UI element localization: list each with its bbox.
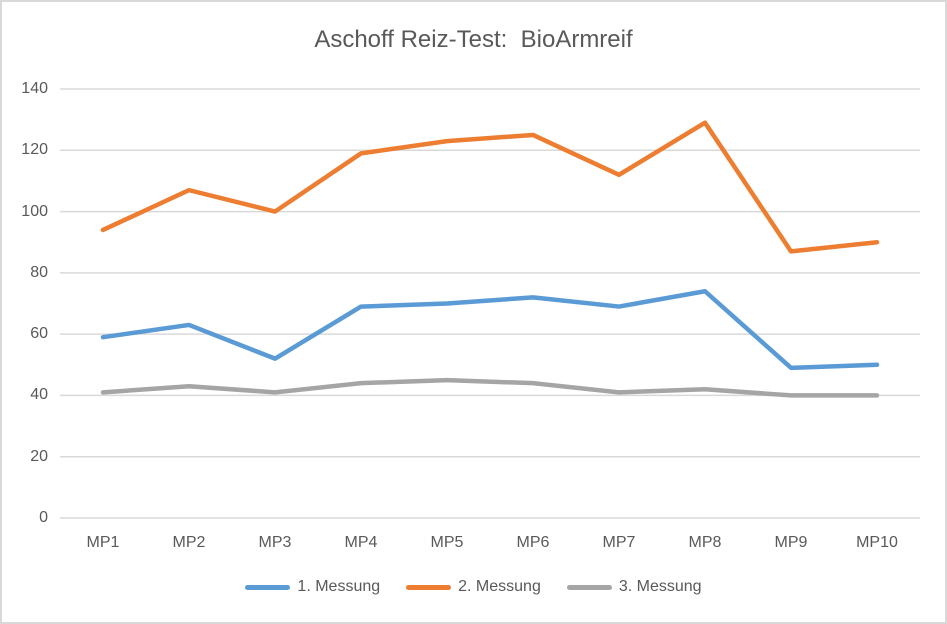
y-axis-tick-label: 140 xyxy=(21,80,48,97)
x-axis-category-label: MP4 xyxy=(344,534,378,551)
y-axis-tick-label: 100 xyxy=(21,202,48,220)
y-axis-tick-label: 60 xyxy=(30,325,48,343)
y-axis-tick-label: 120 xyxy=(21,141,48,159)
y-axis-tick-label: 0 xyxy=(39,509,48,526)
x-axis-category-label: MP10 xyxy=(856,534,898,551)
legend-line-swatch-icon xyxy=(406,584,452,590)
legend-item: 1. Messung xyxy=(245,578,380,596)
legend-item: 2. Messung xyxy=(406,578,541,596)
legend-label: 2. Messung xyxy=(458,578,541,595)
series-line-2 xyxy=(100,120,880,254)
chart-title: Aschoff Reiz-Test: BioArmreif xyxy=(314,26,633,53)
x-axis-category-label: MP2 xyxy=(172,534,206,551)
y-axis-tick-label: 80 xyxy=(30,263,48,281)
series-line-3 xyxy=(100,377,880,398)
x-axis-category-label: MP7 xyxy=(602,534,636,551)
x-axis-category-label: MP8 xyxy=(688,534,722,551)
x-axis-category-label: MP5 xyxy=(430,534,464,551)
chart-legend: 1. Messung 2. Messung 3. Messung xyxy=(2,578,945,596)
x-axis-category-label: MP9 xyxy=(774,534,808,551)
legend-label: 3. Messung xyxy=(618,578,702,595)
legend-line-swatch-icon xyxy=(566,584,612,590)
x-axis-category-label: MP1 xyxy=(86,534,120,551)
legend-item: 3. Messung xyxy=(566,578,702,596)
legend-label: 1. Messung xyxy=(297,578,381,595)
x-axis-category-label: MP3 xyxy=(258,534,292,551)
series-line-1 xyxy=(100,288,880,371)
y-axis-tick-label: 20 xyxy=(30,447,48,465)
legend-line-swatch-icon xyxy=(245,584,291,590)
x-axis-category-label: MP6 xyxy=(516,534,550,551)
y-axis-tick-label: 40 xyxy=(30,386,48,404)
